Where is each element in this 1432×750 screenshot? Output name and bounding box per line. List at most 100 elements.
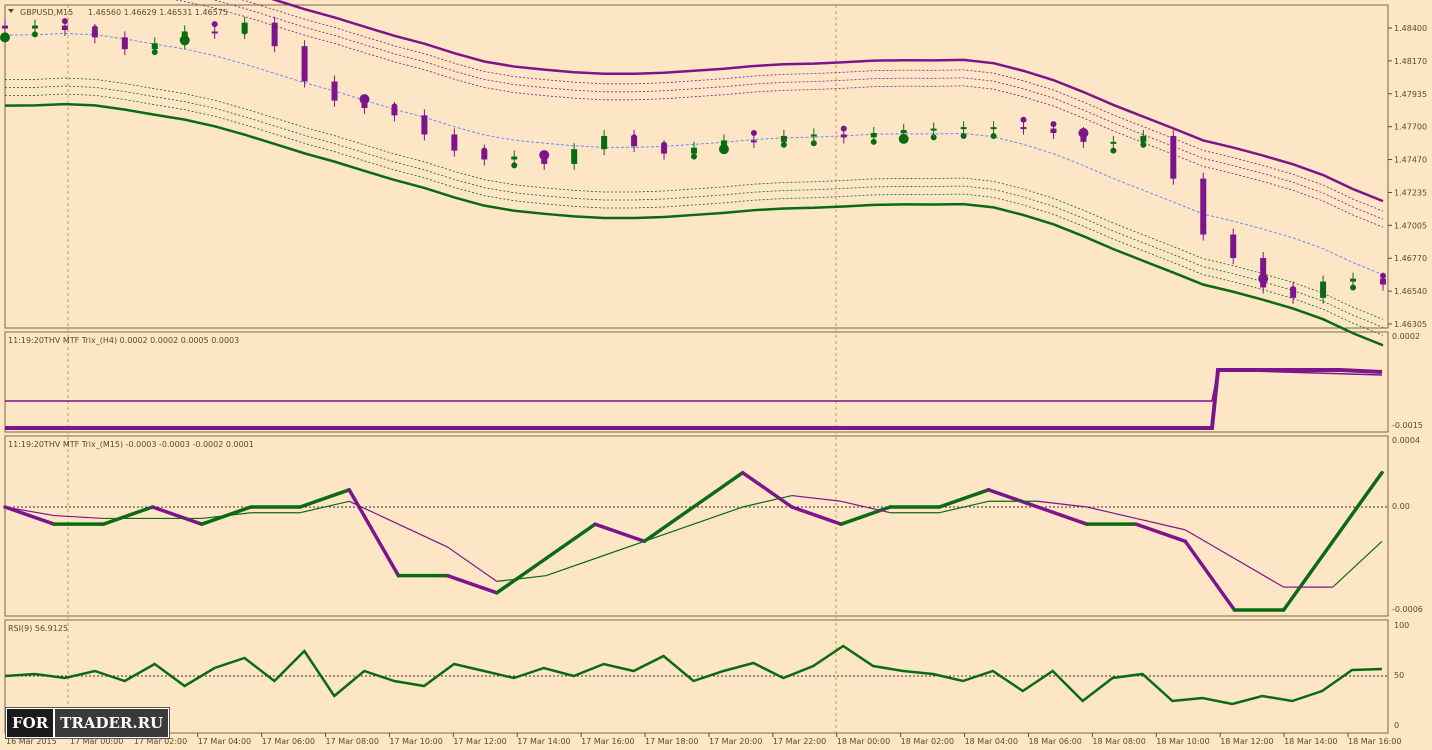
- trix-m15-panel[interactable]: [3, 470, 1384, 612]
- stop-dot: [718, 144, 729, 155]
- rsi-tick-label: 0: [1394, 721, 1399, 730]
- stop-dot: [1350, 284, 1357, 291]
- stop-dot: [511, 162, 518, 169]
- x-tick-label: 18 Mar 10:00: [1156, 737, 1209, 746]
- price-panel[interactable]: [0, 0, 1386, 347]
- trix-m15-segment: [445, 573, 499, 595]
- trix-h4-panel[interactable]: [5, 368, 1383, 430]
- candle-body: [780, 135, 787, 142]
- trix-m15-signal-segment: [644, 523, 694, 542]
- candle-body: [840, 134, 847, 138]
- x-tick-label: 18 Mar 14:00: [1284, 737, 1337, 746]
- candle-body: [631, 135, 638, 147]
- ohlc-label: 1.46560 1.46629 1.46531 1.46575: [88, 8, 228, 17]
- trix-m15-segment: [495, 556, 548, 595]
- trix-m15-tick-label: -0.0006: [1392, 605, 1423, 614]
- x-tick-label: 17 Mar 22:00: [773, 737, 826, 746]
- candle-body: [691, 147, 697, 154]
- x-tick-label: 17 Mar 04:00: [198, 737, 251, 746]
- trix-m15-segment: [986, 488, 1040, 509]
- trix-m15-label: 11:19:20THV MTF Trix_(M15) -0.0003 -0.00…: [8, 440, 254, 449]
- stop-dot: [661, 141, 668, 148]
- trix-m15-segment: [347, 488, 401, 578]
- stop-dot: [481, 147, 488, 154]
- lower-envelope-dotted-2: [4, 77, 1384, 320]
- stop-dot: [930, 134, 937, 141]
- trix-m15-signal-segment: [1184, 529, 1235, 560]
- price-tick-label: 1.46770: [1394, 254, 1427, 263]
- upper-envelope-dotted-0: [241, 0, 1384, 212]
- x-tick-label: 18 Mar 02:00: [901, 737, 954, 746]
- trix-m15-segment: [1331, 470, 1384, 544]
- trix-m15-segment: [544, 522, 597, 561]
- x-tick-label: 17 Mar 14:00: [517, 737, 570, 746]
- trix-m15-signal-segment: [299, 500, 350, 514]
- stop-dot: [179, 35, 190, 46]
- candle-body: [900, 130, 907, 133]
- x-tick-label: 17 Mar 10:00: [389, 737, 442, 746]
- x-tick-label: 18 Mar 16:00: [1348, 737, 1401, 746]
- trix-m15-signal-segment: [201, 512, 251, 520]
- dropdown-triangle-icon: [8, 9, 14, 13]
- trix-m15-signal-segment: [54, 514, 104, 520]
- upper-envelope-dotted-2: [173, 0, 1384, 228]
- stop-dot: [151, 49, 158, 56]
- trix-m15-signal-segment: [693, 506, 743, 525]
- trix-m15-signal-segment: [545, 557, 596, 577]
- symbol-label: GBPUSD,M15: [20, 8, 73, 17]
- stop-dot: [421, 122, 428, 129]
- price-tick-label: 1.48400: [1394, 24, 1427, 33]
- candle-body: [930, 128, 937, 131]
- stop-dot: [271, 34, 278, 41]
- stop-dot: [1258, 273, 1269, 284]
- trix-m15-segment: [593, 522, 647, 544]
- stop-dot: [301, 69, 308, 76]
- trix-m15-signal-segment: [939, 500, 989, 514]
- candle-body: [990, 127, 997, 130]
- trix-m15-segment: [691, 470, 745, 509]
- stop-dot: [1290, 285, 1297, 292]
- trix-m15-signal-segment: [398, 523, 448, 548]
- trix-m15-segment: [937, 488, 991, 509]
- rsi-tick-label: 100: [1394, 621, 1409, 630]
- panel-frame-rsi: [4, 619, 1389, 734]
- stop-dot: [331, 88, 338, 95]
- trix-m15-signal-segment: [496, 575, 547, 582]
- x-tick-label: 17 Mar 02:00: [134, 737, 187, 746]
- stop-dot: [91, 25, 98, 32]
- stop-dot: [601, 141, 608, 148]
- candle-body: [481, 150, 488, 160]
- trix-m15-signal-segment: [447, 546, 498, 582]
- trix-m15-signal-segment: [791, 494, 842, 502]
- panel-frame-m15: [4, 435, 1389, 617]
- upper-envelope-dotted-1: [212, 0, 1384, 220]
- stop-dot: [451, 138, 458, 145]
- x-tick-label: 18 Mar 00:00: [837, 737, 890, 746]
- candle-body: [151, 43, 158, 50]
- x-tick-label: 17 Mar 20:00: [709, 737, 762, 746]
- trix-m15-tick-label: 0.0004: [1392, 436, 1420, 445]
- trix-m15-segment: [150, 505, 204, 526]
- trix-m15-segment: [790, 505, 843, 526]
- upper-envelope-line: [271, 0, 1384, 203]
- x-tick-label: 18 Mar 08:00: [1092, 737, 1145, 746]
- middle-dotted-line: [4, 32, 1384, 276]
- trix-h4-tick-label: -0.0015: [1392, 421, 1423, 430]
- stop-dot: [121, 37, 128, 44]
- stop-dot: [840, 125, 847, 132]
- stop-dot: [1200, 222, 1207, 229]
- rsi-panel[interactable]: [4, 644, 1383, 706]
- stop-dot: [359, 94, 370, 105]
- candle-body: [1260, 258, 1267, 288]
- lower-envelope-dotted-0: [4, 93, 1384, 336]
- x-tick-label: 17 Mar 00:00: [70, 737, 123, 746]
- logo-part-for: FOR: [7, 709, 54, 737]
- stop-dot: [960, 132, 967, 139]
- trix-m15-segment: [298, 488, 351, 509]
- stop-dot: [631, 134, 638, 141]
- candle-body: [1170, 135, 1177, 179]
- candle-body: [1140, 135, 1147, 142]
- candle-body: [1290, 287, 1297, 298]
- x-tick-label: 16 Mar 2015: [6, 737, 57, 746]
